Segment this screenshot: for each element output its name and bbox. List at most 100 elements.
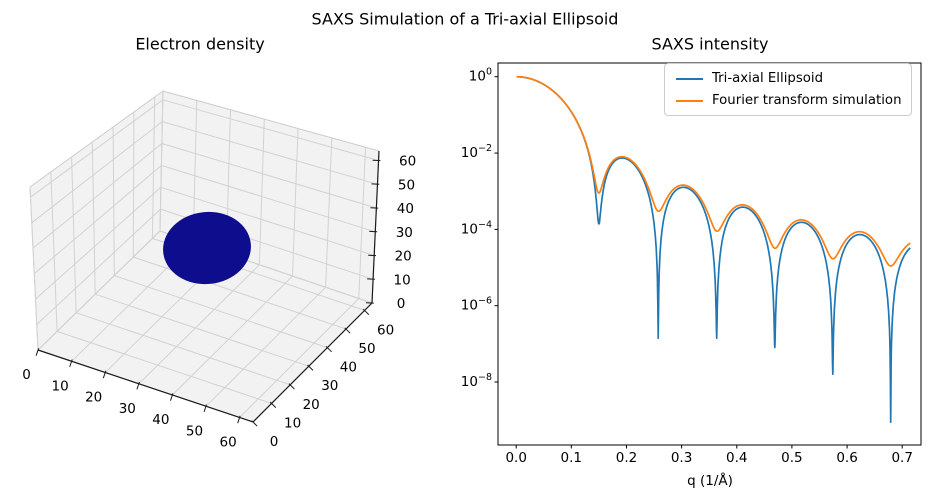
saxs-y-tick-label: 10−4 bbox=[461, 219, 492, 237]
grid-line bbox=[91, 141, 96, 295]
grid-line bbox=[36, 208, 161, 325]
z-tick-label: 50 bbox=[398, 177, 415, 193]
curve-fourier-transform-simulation bbox=[516, 75, 911, 267]
grid-line bbox=[95, 293, 309, 367]
y-tick-mark bbox=[288, 383, 295, 390]
saxs-x-tick-label: 0.3 bbox=[671, 450, 692, 466]
y-tick-label: 0 bbox=[270, 434, 279, 450]
grid-line bbox=[29, 186, 39, 351]
grid-line bbox=[33, 165, 162, 274]
grid-line bbox=[56, 330, 272, 404]
y-tick-mark bbox=[269, 401, 277, 408]
y-tick-mark bbox=[325, 346, 332, 353]
grid-line bbox=[138, 264, 260, 385]
x-tick-mark bbox=[203, 404, 207, 413]
grid-line bbox=[159, 90, 164, 232]
saxs-y-tick-label: 10−2 bbox=[461, 143, 492, 161]
x-tick-label: 50 bbox=[186, 423, 203, 439]
grid-line bbox=[292, 128, 299, 277]
saxs-frame bbox=[497, 62, 922, 446]
saxs-intensity-plot: 0.0 0.1 0.2 0.3 0.4 0.5 0.6 0.7 100 10−2 10−4 10−6 1… bbox=[461, 62, 922, 466]
x-tick-label: 10 bbox=[52, 378, 69, 394]
grid-line bbox=[132, 111, 135, 258]
grid-line bbox=[71, 156, 77, 313]
grid-line bbox=[35, 186, 162, 300]
x-tick-mark bbox=[237, 415, 241, 424]
x-tick-label: 20 bbox=[85, 390, 102, 406]
electron-density-title: Electron density bbox=[135, 34, 265, 54]
legend-label: Fourier transform simulation bbox=[712, 93, 902, 108]
saxs-x-tick-label: 0.6 bbox=[836, 450, 857, 466]
legend-entry-fourier: Fourier transform simulation bbox=[674, 93, 902, 108]
z-tick-label: 0 bbox=[397, 296, 406, 312]
saxs-x-tick-label: 0.5 bbox=[781, 450, 802, 466]
y-tick-label: 60 bbox=[377, 322, 394, 338]
z-tick-label: 60 bbox=[399, 154, 416, 170]
y-tick-label: 40 bbox=[340, 360, 357, 376]
grid-line bbox=[50, 171, 58, 332]
grid-line bbox=[172, 275, 293, 396]
x-tick-label: 60 bbox=[220, 435, 237, 451]
grid-line bbox=[162, 121, 378, 185]
z-tick-label: 20 bbox=[395, 249, 412, 265]
grid-line bbox=[151, 96, 156, 239]
saxs-y-tick-label: 10−6 bbox=[461, 296, 492, 314]
saxs-y-tick-label: 100 bbox=[469, 67, 492, 85]
x-tick-label: 40 bbox=[152, 412, 169, 428]
z-tick-label: 30 bbox=[396, 225, 413, 241]
z-tick-label: 10 bbox=[394, 272, 411, 288]
x-tick-mark bbox=[102, 370, 107, 379]
y-tick-label: 10 bbox=[284, 415, 301, 431]
grid-line bbox=[358, 147, 366, 299]
saxs-curves bbox=[516, 75, 911, 424]
grid-line bbox=[239, 298, 360, 418]
y-tick-mark bbox=[307, 364, 314, 371]
grid-line bbox=[114, 275, 328, 349]
grid-line bbox=[258, 119, 265, 265]
figure-suptitle: SAXS Simulation of a Tri-axial Ellipsoid bbox=[311, 9, 619, 29]
grid-line bbox=[32, 143, 163, 249]
grid-line bbox=[161, 164, 376, 233]
grid-line bbox=[112, 126, 115, 276]
y-tick-mark bbox=[251, 420, 258, 427]
electron-density-ellipsoid bbox=[163, 211, 251, 285]
y-tick-mark bbox=[362, 308, 370, 315]
x-tick-mark bbox=[136, 381, 140, 390]
saxs-intensity-title: SAXS intensity bbox=[651, 34, 769, 54]
y-tick-label: 50 bbox=[358, 341, 375, 357]
y-tick-label: 30 bbox=[321, 378, 338, 394]
x-tick-mark bbox=[170, 393, 174, 401]
grid-line bbox=[205, 286, 326, 407]
x-tick-label: 0 bbox=[22, 367, 31, 383]
saxs-x-tick-label: 0.7 bbox=[891, 450, 912, 466]
grid-line bbox=[325, 137, 333, 288]
grid-line bbox=[75, 312, 291, 386]
axis-spines-3d bbox=[37, 150, 380, 423]
z-tick-label: 40 bbox=[397, 201, 414, 217]
legend: Tri-axial Ellipsoid Fourier transform si… bbox=[664, 63, 912, 116]
grid-line bbox=[37, 230, 161, 351]
legend-line-sample-blue bbox=[676, 77, 703, 80]
y-tick-label: 20 bbox=[303, 397, 320, 413]
grid-line bbox=[162, 99, 379, 161]
y-tick-mark bbox=[344, 327, 351, 334]
x-tick-mark bbox=[35, 348, 40, 356]
saxs-x-tick-label: 0.0 bbox=[505, 450, 526, 466]
legend-line-sample-orange bbox=[676, 99, 703, 102]
saxs-x-tick-label: 0.2 bbox=[616, 450, 637, 466]
x-tick-label: 30 bbox=[119, 401, 136, 417]
curve-tri-axial-ellipsoid bbox=[516, 75, 911, 424]
saxs-y-tick-label: 10−8 bbox=[461, 372, 492, 390]
grid-line bbox=[160, 186, 375, 256]
saxs-x-tick-label: 0.1 bbox=[561, 450, 582, 466]
grid-line bbox=[31, 121, 163, 224]
legend-label: Tri-axial Ellipsoid bbox=[712, 71, 824, 86]
legend-entry-tri-axial: Tri-axial Ellipsoid bbox=[674, 71, 902, 86]
grid-line bbox=[30, 99, 164, 198]
grid-line bbox=[161, 143, 377, 209]
x-tick-mark bbox=[69, 359, 73, 368]
saxs-x-tick-label: 0.4 bbox=[726, 450, 747, 466]
